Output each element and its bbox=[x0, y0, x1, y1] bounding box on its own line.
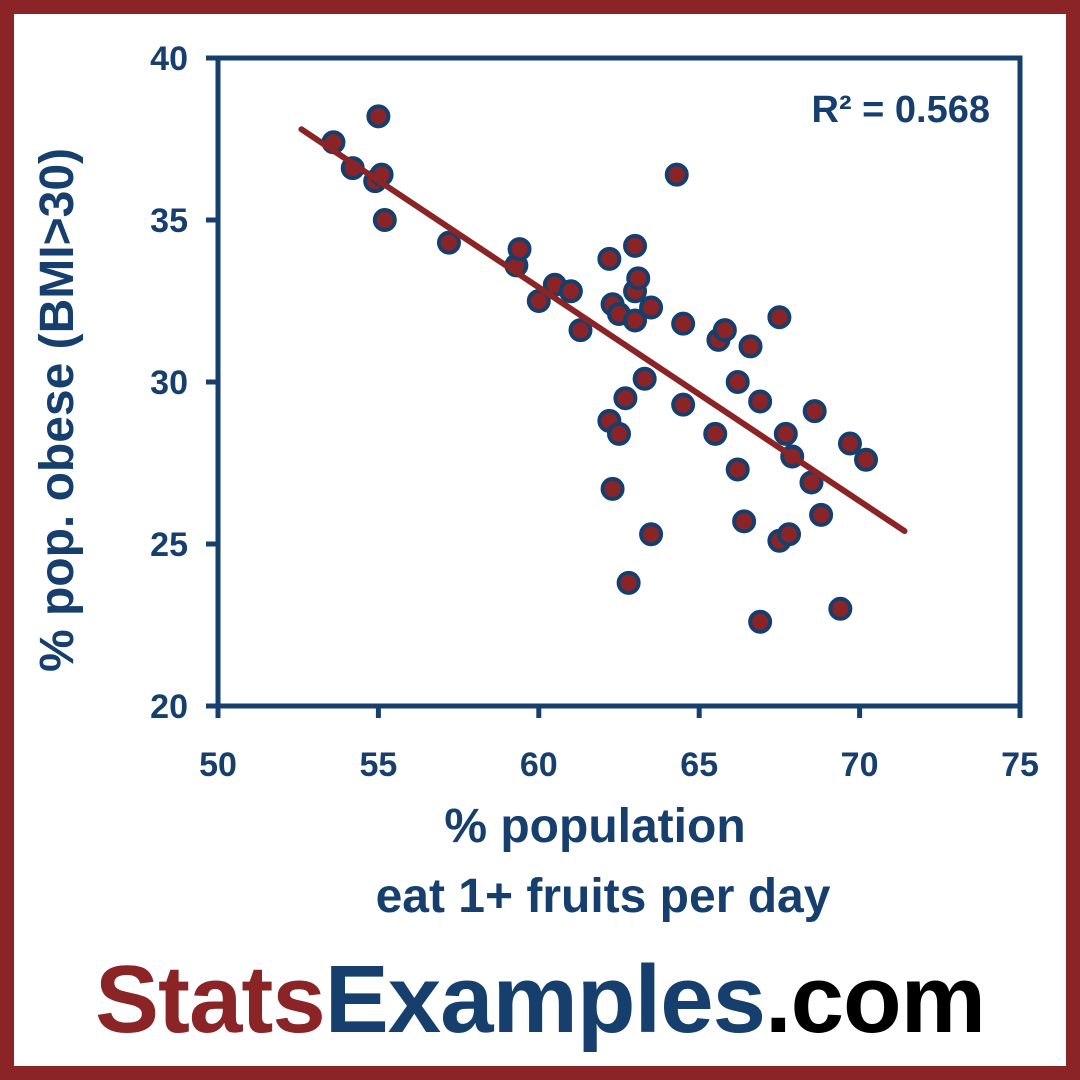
data-point bbox=[366, 104, 391, 129]
brand-logo-part-stats: Stats bbox=[94, 946, 326, 1053]
data-point bbox=[372, 208, 397, 232]
x-tick-label: 75 bbox=[1001, 746, 1039, 784]
r-squared-annotation: R² = 0.568 bbox=[812, 89, 991, 131]
data-point bbox=[748, 389, 773, 414]
x-tick-label: 65 bbox=[680, 746, 718, 784]
y-tick-label: 20 bbox=[150, 688, 188, 726]
data-point bbox=[616, 570, 641, 595]
data-point bbox=[802, 399, 827, 424]
data-point bbox=[837, 431, 862, 456]
data-point bbox=[703, 421, 728, 446]
data-points bbox=[321, 104, 879, 634]
data-point bbox=[639, 295, 664, 320]
data-point bbox=[725, 370, 750, 394]
x-tick-label: 50 bbox=[199, 746, 237, 784]
y-tick-label: 30 bbox=[150, 364, 188, 402]
y-tick-label: 40 bbox=[150, 40, 188, 78]
data-point bbox=[623, 308, 648, 333]
data-point bbox=[568, 318, 593, 343]
data-point bbox=[639, 522, 664, 547]
data-point bbox=[507, 237, 532, 262]
data-point bbox=[671, 392, 696, 417]
data-point bbox=[725, 457, 750, 482]
data-point bbox=[738, 334, 763, 359]
brand-logo-part-com: .com bbox=[764, 946, 986, 1053]
data-point bbox=[623, 233, 648, 258]
x-axis-ticks: 50 55 60 65 70 75 bbox=[199, 706, 1039, 784]
brand-logo: StatsExamples.com bbox=[0, 950, 1080, 1050]
y-axis-ticks: 20 25 30 35 40 bbox=[150, 40, 218, 726]
data-point bbox=[767, 305, 792, 330]
data-point bbox=[607, 421, 631, 446]
data-point bbox=[600, 476, 625, 501]
data-point bbox=[773, 421, 798, 446]
data-point bbox=[828, 596, 853, 621]
y-axis-title: % pop. obese (BMI>30) bbox=[31, 148, 84, 672]
x-tick-label: 70 bbox=[841, 746, 879, 784]
data-point bbox=[777, 522, 802, 547]
y-tick-label: 25 bbox=[150, 526, 188, 564]
data-point bbox=[436, 230, 461, 255]
data-point bbox=[748, 609, 773, 634]
data-point bbox=[712, 318, 737, 343]
trendline bbox=[298, 126, 908, 535]
data-point bbox=[809, 502, 834, 527]
x-axis-title-line1: % population bbox=[444, 800, 745, 853]
x-tick-label: 55 bbox=[359, 746, 397, 784]
data-point bbox=[626, 266, 651, 291]
data-point bbox=[597, 246, 622, 271]
data-point bbox=[671, 311, 696, 336]
data-point bbox=[732, 509, 757, 534]
data-point bbox=[632, 366, 657, 391]
data-point bbox=[664, 162, 689, 187]
data-point bbox=[558, 279, 583, 304]
y-tick-label: 35 bbox=[150, 202, 188, 240]
data-point bbox=[613, 386, 638, 411]
x-tick-label: 60 bbox=[520, 746, 558, 784]
x-axis-title-line2: eat 1+ fruits per day bbox=[376, 870, 831, 923]
data-point bbox=[854, 447, 879, 472]
brand-logo-part-examples: Examples bbox=[324, 946, 766, 1053]
